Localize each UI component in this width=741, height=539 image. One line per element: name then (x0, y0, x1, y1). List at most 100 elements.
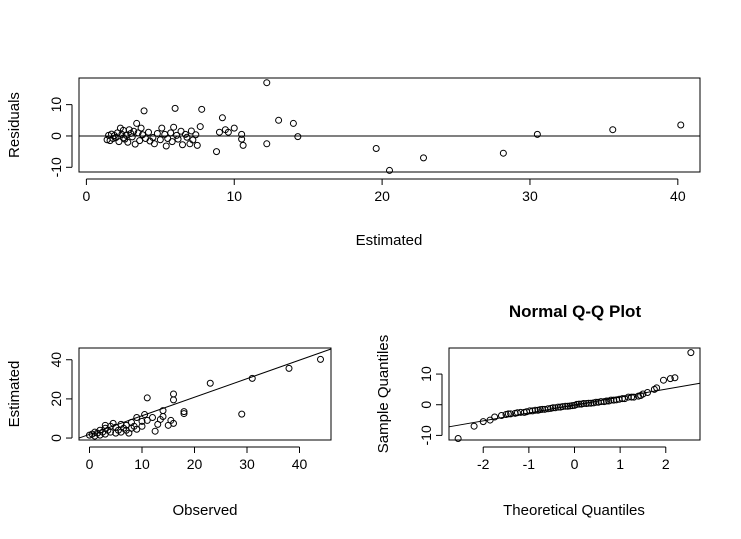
qq-point (531, 406, 539, 414)
residuals-panel: 0 10 20 30 40 -10 0 10 Estimated Residuals (6, 77, 701, 249)
qq-point (607, 396, 615, 404)
qq-point (573, 400, 581, 408)
residuals-point (609, 126, 617, 134)
residuals-point (131, 140, 139, 148)
qq-point (582, 400, 590, 408)
residuals-plot-box (78, 77, 701, 173)
estimated-observed-point (170, 396, 177, 404)
estimated-observed-x-tick-label: 10 (134, 456, 150, 472)
residuals-point (168, 138, 176, 146)
estimated-observed-point (170, 419, 177, 427)
qq-plot-box (448, 347, 701, 441)
estimated-observed-x-tick-label: 30 (239, 456, 255, 472)
estimated-observed-x-axis-label: Observed (172, 502, 237, 519)
estimated-observed-point (170, 390, 177, 398)
residuals-points (79, 79, 700, 174)
residuals-point (162, 142, 170, 150)
residuals-x-tick-label: 0 (82, 188, 90, 204)
residuals-point (171, 104, 179, 112)
residuals-point (161, 130, 169, 138)
qq-point (549, 404, 557, 412)
residuals-point (128, 133, 136, 141)
estimated-observed-point (143, 394, 151, 402)
qq-point (497, 411, 505, 419)
residuals-point (275, 116, 283, 124)
estimated-observed-point (138, 422, 146, 430)
estimated-observed-x-tick-label: 0 (86, 456, 94, 472)
qq-point (644, 388, 652, 396)
qq-y-tick-label: 10 (418, 366, 434, 382)
residuals-point (372, 145, 380, 152)
residuals-point (499, 149, 507, 157)
residuals-point (215, 128, 223, 136)
qq-point (592, 398, 600, 406)
residuals-point (174, 135, 182, 143)
residuals-point (187, 127, 195, 135)
residuals-y-axis-label: Residuals (6, 92, 23, 158)
estimated-observed-point (159, 413, 167, 421)
residuals-point (230, 124, 238, 132)
qq-point (568, 402, 576, 410)
estimated-observed-y-axis-label: Estimated (6, 361, 23, 428)
estimated-observed-point (122, 421, 130, 429)
residuals-point (533, 130, 541, 138)
residuals-point (224, 128, 232, 136)
qq-y-tick-label: -10 (418, 425, 434, 445)
residuals-point (137, 124, 145, 132)
qq-point (666, 375, 674, 383)
estimated-observed-point (141, 411, 149, 419)
qq-point (491, 413, 499, 421)
residuals-point (238, 130, 246, 138)
estimated-observed-points (78, 348, 332, 440)
residuals-point (420, 154, 428, 162)
qq-x-tick-label: -1 (523, 456, 536, 472)
estimated-observed-y-tick-label: 0 (48, 434, 64, 442)
estimated-observed-x-tick-label: 20 (187, 456, 203, 472)
qq-point (671, 374, 679, 382)
qq-point (580, 400, 588, 408)
qq-point (624, 393, 632, 401)
residuals-point (213, 148, 221, 156)
qq-point (551, 404, 559, 412)
qq-x-tick-label: 0 (571, 456, 579, 472)
estimated-observed-point (180, 408, 188, 416)
qq-point (454, 434, 462, 442)
fit-line (78, 348, 332, 439)
residuals-point (140, 107, 148, 115)
estimated-observed-point (133, 425, 141, 433)
residuals-y-tick-label: 10 (48, 97, 64, 113)
residuals-point (136, 137, 144, 145)
residuals-x-tick-label: 10 (226, 188, 242, 204)
qq-point (479, 418, 487, 426)
qq-y-tick-label: 0 (418, 401, 434, 409)
residuals-point (218, 114, 226, 122)
residuals-point (170, 123, 178, 131)
estimated-observed-point (151, 427, 159, 435)
residuals-y-tick-label: 0 (48, 132, 64, 140)
residuals-point (193, 141, 201, 149)
qq-x-tick-label: 1 (616, 456, 624, 472)
estimated-observed-point (317, 355, 324, 363)
residuals-point (144, 128, 152, 136)
qq-point (504, 410, 512, 418)
qq-point (630, 393, 638, 401)
qq-point (575, 400, 583, 408)
qq-point (653, 384, 661, 392)
qq-point (561, 402, 569, 410)
qq-x-tick-label: -2 (477, 456, 490, 472)
residuals-x-tick-label: 20 (374, 188, 390, 204)
qq-point (687, 349, 695, 357)
qq-point (587, 399, 595, 407)
estimated-observed-point (248, 374, 256, 382)
residuals-point (677, 121, 685, 129)
estimated-observed-point (206, 379, 214, 387)
qq-point (659, 376, 667, 384)
estimated-observed-point (133, 413, 141, 421)
residuals-point (239, 141, 247, 149)
qq-point (564, 402, 572, 410)
estimated-observed-y-tick-label: 20 (48, 391, 64, 407)
qq-points (448, 349, 701, 442)
residuals-point (173, 131, 181, 139)
qq-point (536, 406, 544, 414)
qq-point (470, 422, 478, 430)
